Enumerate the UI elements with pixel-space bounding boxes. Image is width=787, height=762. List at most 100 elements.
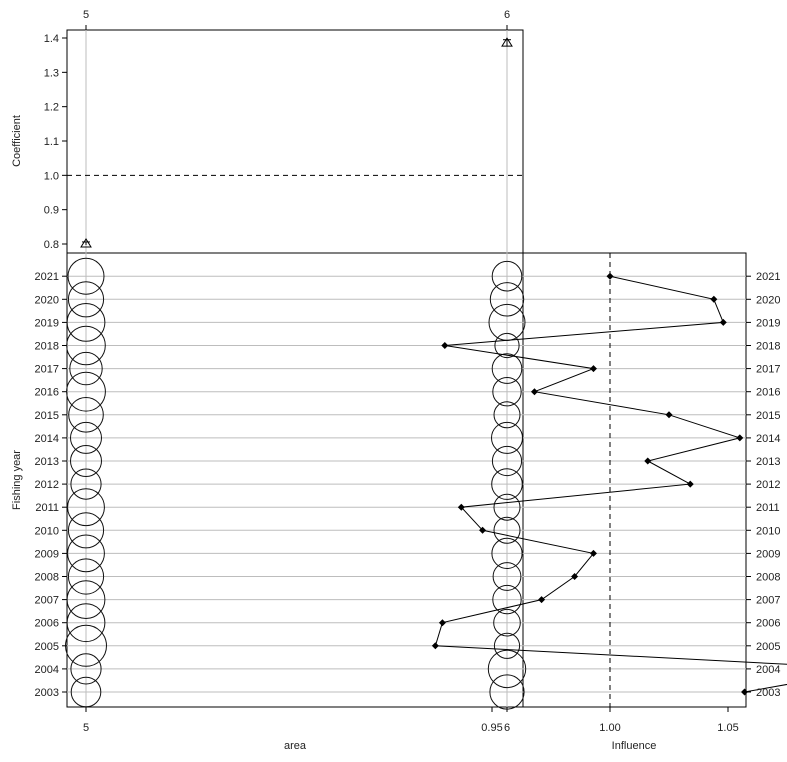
- coefficient-y-tick-label: 1.3: [44, 67, 59, 79]
- year-tick-label-right: 2013: [756, 456, 780, 468]
- year-tick-label-left: 2007: [35, 595, 59, 607]
- bubble-area-5-2015: [68, 397, 104, 433]
- bubble-area-6-2012: [491, 468, 523, 500]
- coefficient-y-tick-label: 1.0: [44, 170, 59, 182]
- bubble-area-6-2017: [491, 353, 523, 384]
- year-tick-label-left: 2015: [35, 410, 59, 422]
- bubble-area-5-2010: [67, 512, 105, 549]
- bubble-area-5-2021: [67, 257, 105, 295]
- influence-point-2013: [644, 457, 652, 465]
- year-tick-label-left: 2017: [35, 364, 59, 376]
- bubble-area-5-2005: [65, 624, 107, 667]
- influence-point-2016: [530, 388, 538, 396]
- coefficient-y-tick-label: 1.1: [44, 136, 59, 148]
- year-tick-label-right: 2006: [756, 618, 780, 630]
- year-tick-label-left: 2005: [35, 641, 59, 653]
- bubble-area-5-2019: [66, 303, 106, 342]
- year-tick-label-right: 2017: [756, 364, 780, 376]
- bubble-area-5-2018: [66, 325, 106, 366]
- influence-panel-frame: [522, 252, 747, 708]
- year-tick-label-left: 2006: [35, 618, 59, 630]
- bubble-area-5-2014: [70, 421, 102, 454]
- influence-point-2005: [431, 642, 439, 650]
- bubble-area-6-2009: [491, 537, 523, 570]
- year-tick-label-left: 2004: [35, 664, 59, 676]
- top-category-tick-label: 5: [83, 9, 89, 21]
- influence-point-2007: [538, 596, 546, 604]
- year-tick-label-left: 2014: [35, 433, 59, 445]
- bubble-area-5-2004: [70, 653, 102, 685]
- bubble-area-5-2009: [67, 534, 105, 573]
- coefficient-point-5: [80, 238, 92, 248]
- year-tick-label-right: 2003: [756, 687, 780, 699]
- coefficient-y-tick-label: 0.8: [44, 239, 59, 251]
- year-tick-label-right: 2010: [756, 525, 780, 537]
- bubble-area-5-2013: [70, 445, 102, 477]
- bubble-area-6-2004: [487, 649, 527, 689]
- influence-point-2003: [741, 688, 749, 696]
- coefficient-y-tick-label: 0.9: [44, 205, 59, 217]
- bubble-area-5-2011: [67, 488, 105, 527]
- bubble-area-5-2008: [67, 558, 105, 595]
- year-tick-label-left: 2010: [35, 525, 59, 537]
- bubble-area-6-2007: [492, 584, 522, 615]
- bubble-area-6-2014: [491, 421, 523, 454]
- year-tick-label-right: 2008: [756, 572, 780, 584]
- bubble-area-6-2010: [493, 516, 521, 544]
- influence-point-2008: [571, 573, 579, 580]
- bubble-area-6-2020: [489, 282, 525, 317]
- x-axis-label-influence: Influence: [612, 740, 657, 752]
- influence-point-2006: [438, 619, 446, 627]
- influence-point-2012: [686, 480, 694, 488]
- bubble-area-6-2003: [489, 674, 525, 710]
- year-tick-label-left: 2020: [35, 294, 59, 306]
- year-tick-label-right: 2009: [756, 548, 780, 560]
- influence-point-2015: [665, 411, 673, 419]
- influence-x-tick-label: 1.05: [717, 722, 738, 734]
- x-axis-label-area: area: [284, 740, 307, 752]
- bottom-category-tick-label: 6: [504, 722, 510, 734]
- top-category-tick-label: 6: [504, 9, 510, 21]
- influence-point-2010: [479, 526, 487, 534]
- year-tick-label-left: 2012: [35, 479, 59, 491]
- coefficient-y-tick-label: 1.2: [44, 102, 59, 114]
- bubble-area-6-2015: [493, 401, 521, 429]
- coefficient-panel-frame: [66, 29, 524, 254]
- bubble-area-5-2003: [70, 676, 102, 708]
- year-tick-label-right: 2014: [756, 433, 780, 445]
- coefficient-point-6: [501, 37, 513, 47]
- y-axis-label-fishing-year: Fishing year: [11, 450, 23, 510]
- year-tick-label-right: 2019: [756, 317, 780, 329]
- year-tick-label-left: 2009: [35, 548, 59, 560]
- bubble-area-5-2020: [67, 281, 105, 318]
- bubble-area-6-2011: [493, 493, 521, 521]
- year-tick-label-right: 2016: [756, 387, 780, 399]
- year-tick-label-right: 2020: [756, 294, 780, 306]
- year-tick-label-right: 2011: [756, 502, 780, 514]
- bubble-area-6-2021: [491, 260, 523, 292]
- bubble-area-6-2008: [492, 562, 522, 591]
- year-tick-label-left: 2003: [35, 687, 59, 699]
- year-tick-label-right: 2005: [756, 641, 780, 653]
- influence-point-2011: [457, 503, 465, 511]
- bubble-area-6-2018: [494, 332, 520, 359]
- influence-point-2009: [589, 549, 597, 557]
- year-tick-label-right: 2021: [756, 271, 780, 283]
- influence-point-2020: [710, 295, 718, 303]
- year-tick-label-left: 2011: [35, 502, 59, 514]
- bubble-area-6-2006: [493, 608, 521, 637]
- bubble-area-6-2013: [491, 445, 523, 477]
- year-tick-label-right: 2004: [756, 664, 780, 676]
- year-tick-label-right: 2012: [756, 479, 780, 491]
- year-tick-label-left: 2019: [35, 317, 59, 329]
- bubble-area-5-2016: [66, 371, 106, 412]
- influence-point-2019: [719, 318, 727, 326]
- year-tick-label-right: 2007: [756, 595, 780, 607]
- distribution-panel-frame: [66, 252, 524, 708]
- bubble-area-6-2016: [492, 377, 522, 407]
- year-tick-label-right: 2015: [756, 410, 780, 422]
- coefficient-y-tick-label: 1.4: [44, 33, 59, 45]
- year-tick-label-left: 2013: [35, 456, 59, 468]
- bottom-category-tick-label: 5: [83, 722, 89, 734]
